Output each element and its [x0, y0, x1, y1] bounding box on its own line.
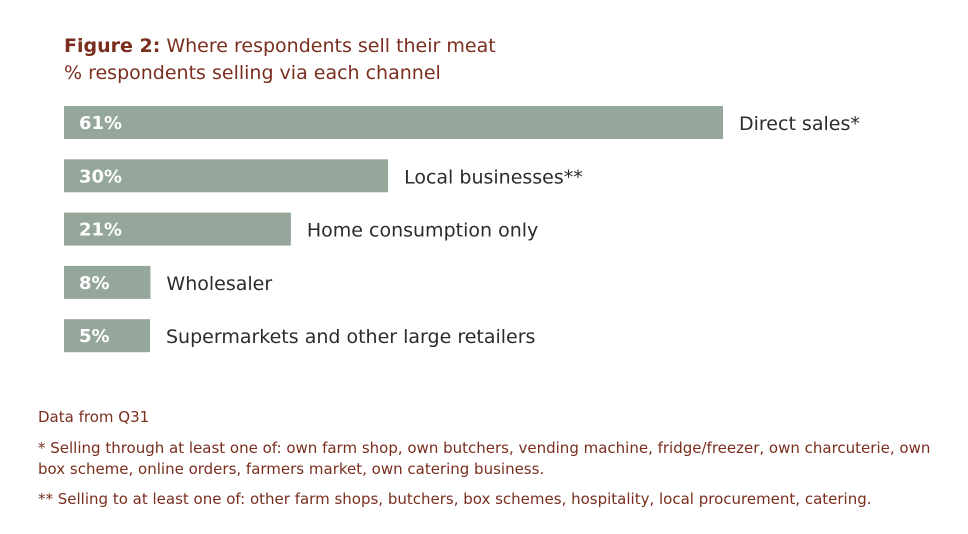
bar-value-label: 30%: [79, 166, 122, 187]
bar-category-label: Direct sales*: [739, 113, 860, 135]
footnote-direct-sales: * Selling through at least one of: own f…: [38, 439, 931, 478]
chart-subtitle: % respondents selling via each channel: [64, 62, 441, 84]
bar-value-label: 61%: [79, 113, 122, 134]
bar-2: [64, 159, 389, 193]
bar-category-label: Supermarkets and other large retailers: [166, 326, 535, 348]
footnote-local-businesses: ** Selling to at least one of: other far…: [38, 490, 872, 508]
bar-value-label: 5%: [79, 326, 110, 347]
data-source-note: Data from Q31: [38, 408, 150, 426]
bar-3: [64, 212, 291, 246]
bar-5: [64, 319, 150, 353]
bar-category-label: Local businesses**: [404, 166, 583, 188]
bar-value-label: 21%: [79, 220, 122, 241]
bar-chart: 61% Direct sales* 30% Local businesses** 21%…: [64, 106, 860, 353]
figure-number: Figure 2:: [64, 35, 161, 57]
bar-4: [64, 265, 151, 299]
figure-title-text: Where respondents sell their meat: [160, 35, 496, 57]
bar-category-label: Wholesaler: [166, 273, 272, 295]
bar-value-label: 8%: [79, 273, 110, 294]
bar-1: [64, 106, 723, 139]
chart-title: Figure 2: Where respondents sell their m…: [64, 33, 496, 60]
bar-category-label: Home consumption only: [307, 220, 538, 242]
